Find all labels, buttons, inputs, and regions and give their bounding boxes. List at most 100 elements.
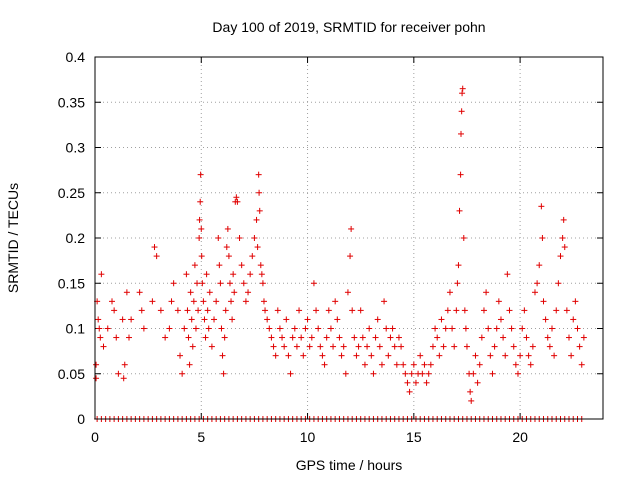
data-point [336, 334, 343, 341]
data-point [425, 370, 432, 377]
data-point [228, 298, 235, 305]
data-point [195, 307, 202, 314]
data-point [355, 343, 362, 350]
data-point [454, 280, 461, 287]
data-point [561, 244, 568, 251]
data-point [453, 307, 460, 314]
data-point [400, 361, 407, 368]
data-point [268, 334, 275, 341]
data-point [217, 280, 224, 287]
data-point [247, 271, 254, 278]
data-point [544, 334, 551, 341]
data-point [531, 289, 538, 296]
data-point [196, 235, 203, 241]
data-point [281, 343, 288, 350]
data-point [538, 203, 545, 210]
data-point [389, 325, 396, 332]
data-point [340, 343, 347, 350]
data-point [493, 325, 500, 332]
data-point [565, 334, 572, 341]
data-point [315, 325, 322, 332]
data-point [260, 298, 267, 305]
data-point [194, 280, 201, 287]
y-axis-label: SRMTID / TECUs [5, 183, 21, 293]
data-point [372, 334, 379, 341]
data-point [370, 370, 377, 377]
data-point [555, 280, 562, 287]
data-point [461, 307, 468, 314]
data-point [347, 253, 354, 260]
data-point [463, 343, 470, 350]
data-point [393, 361, 400, 368]
data-point [410, 361, 417, 368]
data-point [162, 334, 169, 341]
data-point [534, 280, 541, 287]
data-point [283, 316, 290, 323]
data-point [259, 280, 266, 287]
data-point [229, 316, 236, 323]
data-point [253, 216, 260, 223]
data-point [483, 289, 490, 296]
data-point [351, 334, 358, 341]
data-point [190, 298, 197, 305]
data-point [417, 352, 424, 359]
data-point [170, 280, 177, 287]
data-point [489, 370, 496, 377]
data-point [186, 361, 193, 368]
data-point [115, 370, 122, 377]
data-point [427, 361, 434, 368]
y-tick-label: 0.1 [66, 321, 86, 337]
data-point [272, 352, 279, 359]
data-point [204, 307, 211, 314]
data-point [319, 352, 326, 359]
x-tick-label: 0 [91, 429, 99, 445]
data-point [546, 343, 553, 350]
data-point [179, 370, 186, 377]
data-point [421, 361, 428, 368]
data-point [187, 289, 194, 296]
data-point [468, 397, 475, 404]
data-point [198, 225, 205, 232]
data-point [151, 244, 158, 251]
data-point [455, 262, 462, 269]
data-point [527, 361, 534, 368]
data-point [474, 379, 481, 386]
data-point [96, 325, 103, 332]
data-point [470, 370, 477, 377]
data-point [198, 253, 205, 260]
data-point [191, 262, 198, 269]
data-point [446, 289, 453, 296]
data-point [402, 370, 409, 377]
data-point [157, 307, 164, 314]
x-tick-label: 5 [197, 429, 205, 445]
data-point [406, 388, 413, 395]
data-point [249, 253, 256, 260]
data-point [113, 334, 120, 341]
data-point [436, 352, 443, 359]
data-point [563, 307, 570, 314]
data-point [500, 334, 507, 341]
data-point [310, 280, 317, 287]
data-point [456, 207, 463, 214]
data-point [279, 334, 286, 341]
data-point [97, 334, 104, 341]
data-point [93, 361, 100, 368]
data-point [205, 325, 212, 332]
data-point [98, 271, 105, 278]
data-point [491, 343, 498, 350]
data-point [224, 225, 231, 232]
data-point [200, 298, 207, 305]
data-point [576, 343, 583, 350]
data-point [245, 289, 252, 296]
data-point [100, 343, 107, 350]
data-point [542, 316, 549, 323]
data-point [256, 189, 263, 196]
data-point [222, 307, 229, 314]
data-point [226, 280, 233, 287]
data-point [338, 352, 345, 359]
x-tick-label: 10 [300, 429, 316, 445]
data-point [230, 271, 237, 278]
data-point [458, 130, 465, 137]
data-point [480, 307, 487, 314]
